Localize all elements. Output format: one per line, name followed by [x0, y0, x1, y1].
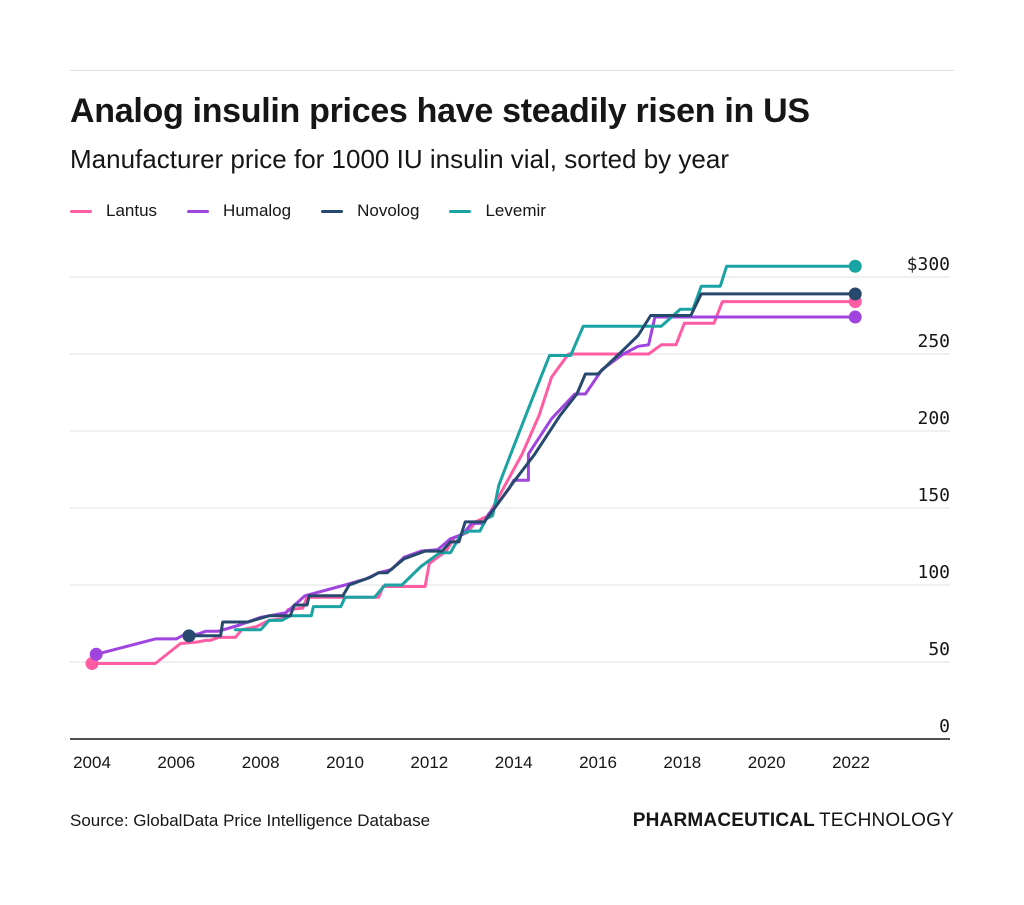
top-divider	[70, 70, 954, 71]
brand-bold: PHARMACEUTICAL	[632, 810, 815, 831]
series-line-novolog	[187, 292, 857, 638]
gridlines	[70, 276, 950, 740]
source-note: Source: GlobalData Price Intelligence Da…	[70, 811, 431, 830]
x-tick-label-2004: 2004	[73, 753, 111, 772]
x-tick-label-2022: 2022	[832, 753, 870, 772]
legend-label-levemir: Levemir	[485, 201, 546, 220]
chart-subtitle: Manufacturer price for 1000 IU insulin v…	[70, 144, 729, 174]
series-lines	[90, 264, 857, 665]
end-marker-humalog	[848, 310, 862, 324]
legend-label-novolog: Novolog	[357, 201, 420, 220]
x-axis-tick-labels: 2004 2006 2008 2010 2012 2014 2016 2018 2020 2022	[73, 753, 870, 772]
start-marker-novolog	[182, 629, 196, 643]
chart-title: Analog insulin prices have steadily rise…	[70, 92, 810, 130]
legend-item-levemir: Levemir	[449, 201, 546, 221]
x-tick-label-2016: 2016	[579, 753, 617, 772]
legend-item-novolog: Novolog	[321, 201, 419, 221]
x-tick-label-2006: 2006	[157, 753, 195, 772]
legend-item-humalog: Humalog	[187, 201, 291, 221]
x-tick-label-2012: 2012	[410, 753, 448, 772]
y-axis-tick-labels: 0 50 100 150 200 250 $300	[907, 254, 950, 737]
legend-swatch-novolog	[321, 209, 344, 213]
y-tick-label-100: 100	[917, 562, 950, 583]
legend-label-humalog: Humalog	[223, 201, 292, 220]
series-line-lantus	[90, 300, 857, 665]
brand-logo: PHARMACEUTICAL TECHNOLOGY	[633, 810, 954, 832]
y-tick-label-0: 0	[939, 716, 950, 737]
series-line-humalog	[94, 315, 857, 656]
series-line-levemir	[233, 264, 857, 632]
y-tick-label-150: 150	[917, 485, 950, 506]
x-tick-label-2018: 2018	[663, 753, 701, 772]
start-marker-humalog	[89, 647, 103, 661]
legend-item-lantus: Lantus	[70, 201, 157, 221]
legend-label-lantus: Lantus	[106, 201, 158, 220]
end-marker-novolog	[848, 287, 862, 301]
x-tick-label-2014: 2014	[495, 753, 533, 772]
x-tick-label-2020: 2020	[748, 753, 786, 772]
legend-swatch-lantus	[70, 209, 92, 213]
y-tick-label-50: 50	[928, 639, 950, 660]
x-tick-label-2008: 2008	[242, 753, 280, 772]
chart-legend: Lantus Humalog Novolog Levemir	[70, 201, 576, 221]
legend-swatch-humalog	[187, 209, 210, 213]
y-tick-label-250: 250	[917, 331, 950, 352]
y-tick-label-300: $300	[907, 254, 950, 275]
x-tick-label-2010: 2010	[326, 753, 364, 772]
series-markers	[85, 259, 862, 671]
legend-swatch-levemir	[449, 209, 472, 213]
end-marker-levemir	[848, 259, 862, 273]
y-tick-label-200: 200	[917, 408, 950, 429]
brand-light: TECHNOLOGY	[818, 810, 954, 831]
